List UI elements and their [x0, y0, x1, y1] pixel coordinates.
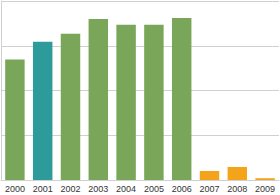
svg-text:2006: 2006	[172, 184, 192, 194]
svg-text:2005: 2005	[144, 184, 164, 194]
svg-text:2009: 2009	[255, 184, 275, 194]
svg-text:2007: 2007	[199, 184, 219, 194]
svg-text:2004: 2004	[116, 184, 136, 194]
svg-text:2003: 2003	[88, 184, 108, 194]
svg-text:2000: 2000	[5, 184, 25, 194]
svg-text:2001: 2001	[33, 184, 53, 194]
svg-text:2008: 2008	[227, 184, 247, 194]
svg-text:2002: 2002	[60, 184, 80, 194]
